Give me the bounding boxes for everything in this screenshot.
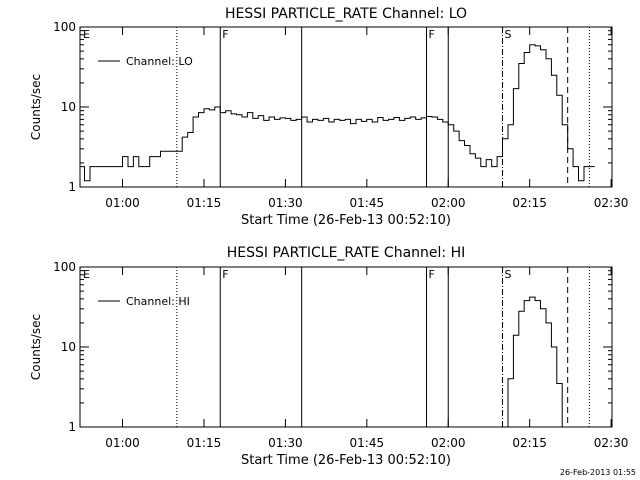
- y-tick-label: 1: [68, 180, 76, 194]
- footer-timestamp: 26-Feb-2013 01:55: [560, 468, 636, 477]
- panel-channel-lo: HESSI PARTICLE_RATE Channel: LO 01:00 01:1…: [29, 6, 628, 228]
- series-line: [80, 44, 595, 182]
- x-tick-label: 01:00: [105, 196, 140, 210]
- marker-label: S: [505, 28, 512, 41]
- marker-label: F: [222, 268, 228, 281]
- y-axis-label: Counts/sec: [29, 74, 43, 140]
- marker-label: F: [429, 268, 435, 281]
- y-axis-label: Counts/sec: [29, 314, 43, 380]
- x-axis-label: Start Time (26-Feb-13 00:52:10): [241, 453, 451, 468]
- plot-frame: [79, 266, 613, 428]
- x-tick-label: 02:00: [431, 196, 466, 210]
- x-tick-label: 02:30: [594, 196, 629, 210]
- plot-frame: [79, 26, 613, 188]
- x-tick-label: 02:15: [512, 436, 547, 450]
- edge-label: E: [83, 28, 90, 41]
- marker-label: S: [505, 268, 512, 281]
- x-axis-label: Start Time (26-Feb-13 00:52:10): [241, 213, 451, 228]
- y-tick-label: 100: [53, 260, 76, 274]
- x-tick-label: 01:15: [187, 196, 222, 210]
- y-tick-label: 10: [61, 100, 76, 114]
- legend-label: Channel: HI: [126, 295, 190, 308]
- x-tick-label: 02:15: [512, 196, 547, 210]
- panel-channel-hi: HESSI PARTICLE_RATE Channel: HI 01:00 01:1…: [29, 245, 628, 468]
- x-tick-label: 01:30: [268, 436, 303, 450]
- x-tick-label: 01:15: [187, 436, 222, 450]
- x-tick-label: 02:00: [431, 436, 466, 450]
- x-tick-label: 01:45: [350, 436, 385, 450]
- x-tick-label: 01:00: [105, 436, 140, 450]
- legend-label: Channel: LO: [126, 55, 193, 68]
- marker-label: F: [429, 28, 435, 41]
- x-tick-label: 02:30: [594, 436, 629, 450]
- series-line: [502, 296, 568, 427]
- y-tick-label: 1: [68, 420, 76, 434]
- chart-title: HESSI PARTICLE_RATE Channel: LO: [225, 6, 467, 22]
- y-tick-label: 100: [53, 20, 76, 34]
- edge-label: E: [83, 268, 90, 281]
- x-tick-label: 01:45: [350, 196, 385, 210]
- chart-title: HESSI PARTICLE_RATE Channel: HI: [227, 245, 465, 261]
- y-tick-label: 10: [61, 340, 76, 354]
- x-tick-label: 01:30: [268, 196, 303, 210]
- marker-label: F: [222, 28, 228, 41]
